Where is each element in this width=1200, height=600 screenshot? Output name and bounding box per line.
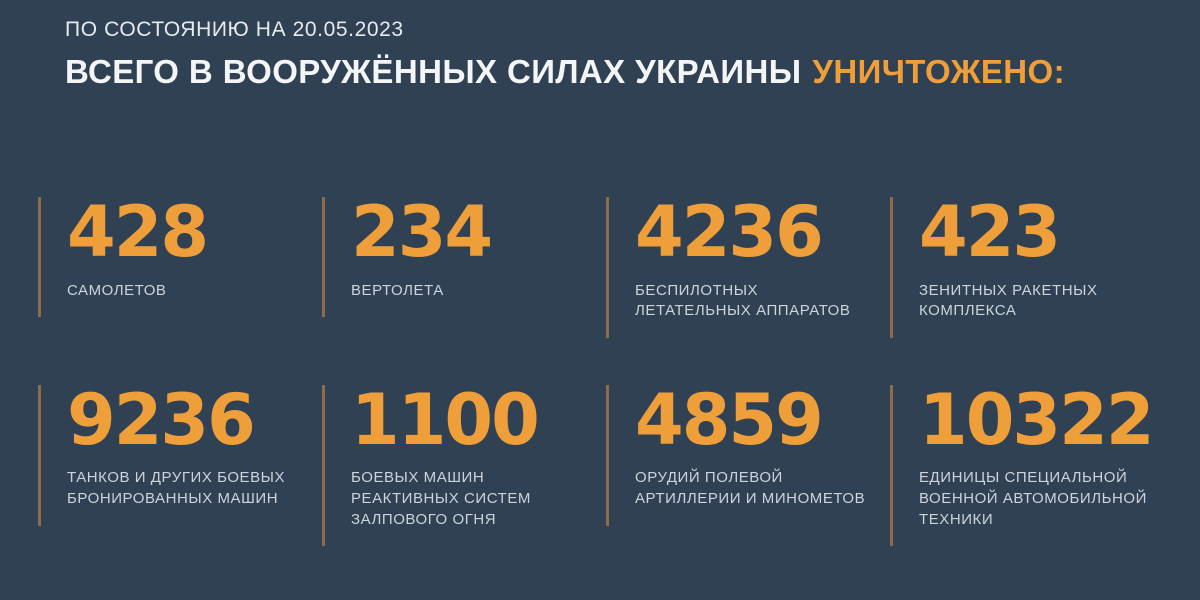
stat-label: БЕСПИЛОТНЫХ ЛЕТАТЕЛЬНЫХ АППАРАТОВ (635, 281, 851, 320)
stat-label: САМОЛЕТОВ (67, 281, 167, 299)
stat-card-tanks: 9236 ТАНКОВ И ДРУГИХ БОЕВЫХ БРОНИРОВАННЫ… (38, 378, 322, 526)
stat-label: БОЕВЫХ МАШИН РЕАКТИВНЫХ СИСТЕМ ЗАЛПОВОГО… (351, 469, 531, 528)
stat-value: 1100 (351, 378, 540, 461)
stat-value: 428 (67, 191, 209, 273)
stat-value: 4236 (635, 191, 824, 273)
stat-card-uavs: 4236 БЕСПИЛОТНЫХ ЛЕТАТЕЛЬНЫХ АППАРАТОВ (606, 197, 890, 338)
page-title: ВСЕГО В ВООРУЖЁННЫХ СИЛАХ УКРАИНЫ УНИЧТОЖ… (65, 53, 1065, 91)
stat-label: ОРУДИЙ ПОЛЕВОЙ АРТИЛЛЕРИИ И МИНОМЕТОВ (635, 469, 866, 508)
stat-value: 4859 (635, 378, 824, 461)
stat-label: ТАНКОВ И ДРУГИХ БОЕВЫХ БРОНИРОВАННЫХ МАШ… (67, 469, 286, 508)
stat-value: 10322 (919, 378, 1155, 461)
page-title-main: ВСЕГО В ВООРУЖЁННЫХ СИЛАХ УКРАИНЫ (65, 53, 802, 90)
stat-card-military-vehicles: 10322 ЕДИНИЦЫ СПЕЦИАЛЬНОЙ ВОЕННОЙ АВТОМО… (890, 378, 1174, 547)
stat-value: 9236 (67, 378, 256, 461)
stat-label: ЕДИНИЦЫ СПЕЦИАЛЬНОЙ ВОЕННОЙ АВТОМОБИЛЬНО… (919, 469, 1147, 528)
stat-label: ЗЕНИТНЫХ РАКЕТНЫХ КОМПЛЕКСА (919, 281, 1098, 320)
infographic-header: ПО СОСТОЯНИЮ НА 20.05.2023 ВСЕГО В ВООРУ… (65, 18, 1065, 91)
stat-card-sam-systems: 423 ЗЕНИТНЫХ РАКЕТНЫХ КОМПЛЕКСА (890, 197, 1174, 338)
stat-card-artillery: 4859 ОРУДИЙ ПОЛЕВОЙ АРТИЛЛЕРИИ И МИНОМЕТ… (606, 378, 890, 526)
stats-grid: 428 САМОЛЕТОВ 234 ВЕРТОЛЕТА 4236 БЕСПИЛО… (38, 191, 1178, 547)
stat-label: ВЕРТОЛЕТА (351, 281, 444, 299)
stat-card-mlrs: 1100 БОЕВЫХ МАШИН РЕАКТИВНЫХ СИСТЕМ ЗАЛП… (322, 378, 606, 547)
date-line: ПО СОСТОЯНИЮ НА 20.05.2023 (65, 18, 404, 41)
stat-value: 423 (919, 191, 1061, 273)
page-title-accent: УНИЧТОЖЕНО: (812, 53, 1065, 90)
stat-value: 234 (351, 191, 493, 273)
stat-card-aircraft: 428 САМОЛЕТОВ (38, 191, 322, 318)
stat-card-helicopters: 234 ВЕРТОЛЕТА (322, 191, 606, 318)
